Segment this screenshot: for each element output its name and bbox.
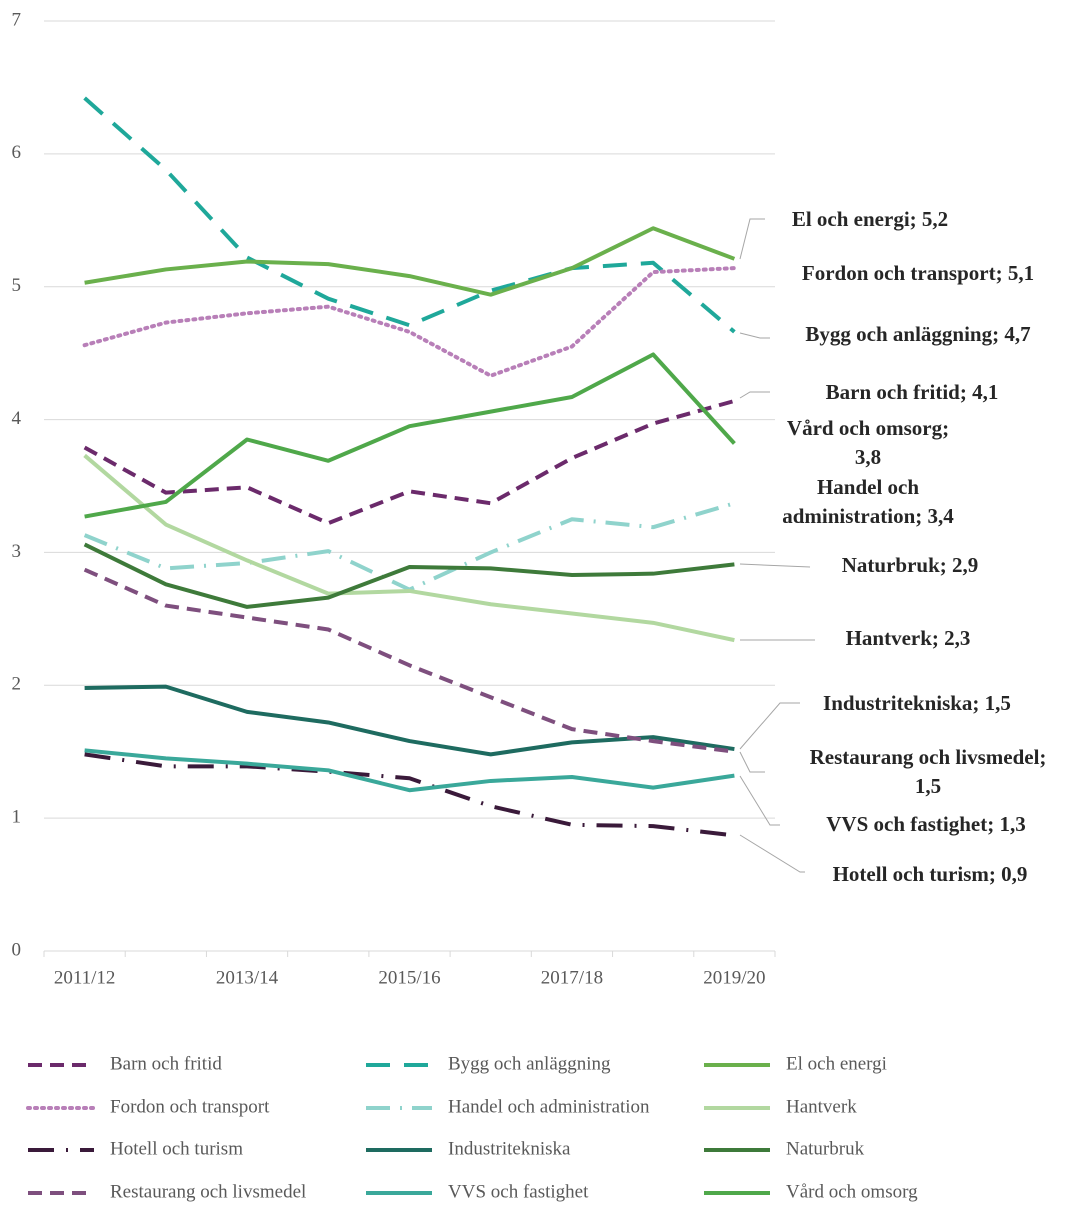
data-label: El och energi; 5,2 (792, 207, 948, 231)
y-tick-label: 4 (12, 408, 22, 429)
y-tick-label: 0 (12, 939, 22, 960)
line-series (82, 266, 737, 378)
data-label: Hantverk; 2,3 (846, 626, 971, 650)
y-tick-label: 5 (12, 275, 22, 296)
line-series (83, 501, 735, 592)
line-series (84, 684, 735, 757)
legend-label: Hotell och turism (110, 1138, 243, 1159)
legend-label: El och energi (786, 1053, 887, 1074)
legend-label: Bygg och anläggning (448, 1053, 611, 1074)
line-series (83, 542, 735, 609)
legend-label: Restaurang och livsmedel (110, 1181, 306, 1202)
leader-line (739, 834, 805, 873)
legend-label: Naturbruk (786, 1138, 865, 1159)
legend-label: VVS och fastighet (448, 1181, 589, 1202)
line-series (84, 352, 736, 519)
x-tick-label: 2017/18 (541, 967, 603, 988)
leader-line (739, 751, 765, 773)
y-tick-label: 1 (12, 807, 22, 828)
line-series (84, 226, 736, 297)
x-tick-label: 2013/14 (216, 967, 279, 988)
leader-line (739, 218, 765, 260)
legend-label: Hantverk (786, 1096, 857, 1117)
y-tick-label: 2 (12, 674, 22, 695)
line-series (84, 752, 735, 838)
legend-label: Barn och fritid (110, 1053, 222, 1074)
line-series (84, 748, 735, 793)
leader-line (739, 391, 770, 399)
y-tick-label: 6 (12, 142, 22, 163)
line-series (83, 399, 735, 526)
legend-label: Vård och omsorg (786, 1181, 918, 1202)
data-label: Bygg och anläggning; 4,7 (805, 322, 1030, 346)
data-label: 1,5 (915, 774, 941, 798)
line-series (83, 453, 735, 643)
data-label: Fordon och transport; 5,1 (802, 261, 1034, 285)
data-label: Barn och fritid; 4,1 (826, 380, 999, 404)
leader-line (739, 332, 770, 339)
data-label: Handel och (817, 475, 919, 499)
data-label: Hotell och turism; 0,9 (833, 862, 1028, 886)
x-tick-label: 2015/16 (378, 967, 440, 988)
line-series (83, 567, 735, 754)
data-label: Naturbruk; 2,9 (842, 553, 979, 577)
data-label: administration; 3,4 (782, 504, 954, 528)
data-label: Industritekniska; 1,5 (823, 691, 1011, 715)
leader-line (739, 702, 800, 750)
y-tick-label: 7 (12, 9, 22, 30)
data-label: Vård och omsorg; (787, 416, 949, 440)
x-tick-label: 2019/20 (703, 967, 765, 988)
leader-line (739, 775, 780, 826)
data-label: Restaurang och livsmedel; (810, 745, 1047, 769)
leader-line (739, 563, 811, 568)
y-tick-label: 3 (12, 541, 22, 562)
legend-label: Industritekniska (448, 1138, 571, 1159)
data-label: 3,8 (855, 445, 881, 469)
line-series (83, 96, 736, 334)
legend-label: Fordon och transport (110, 1096, 270, 1117)
data-label: VVS och fastighet; 1,3 (826, 812, 1026, 836)
x-tick-label: 2011/12 (54, 967, 116, 988)
legend-label: Handel och administration (448, 1096, 650, 1117)
